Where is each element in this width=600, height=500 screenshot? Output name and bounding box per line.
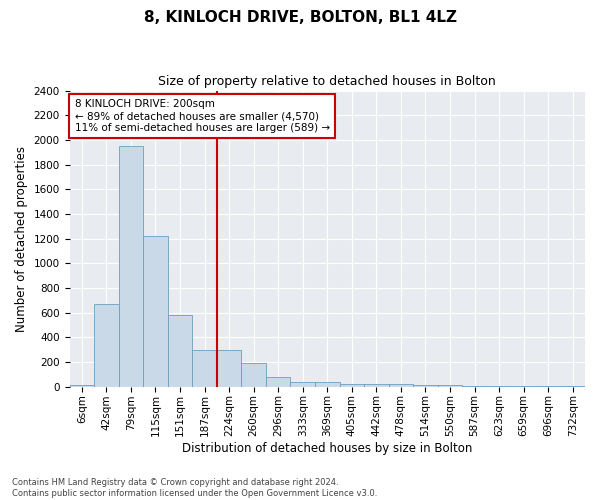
Text: 8, KINLOCH DRIVE, BOLTON, BL1 4LZ: 8, KINLOCH DRIVE, BOLTON, BL1 4LZ bbox=[143, 10, 457, 25]
Bar bbox=[217, 350, 241, 387]
Bar bbox=[315, 382, 340, 386]
Bar bbox=[438, 385, 462, 386]
Y-axis label: Number of detached properties: Number of detached properties bbox=[15, 146, 28, 332]
Bar bbox=[168, 315, 192, 386]
Title: Size of property relative to detached houses in Bolton: Size of property relative to detached ho… bbox=[158, 75, 496, 88]
Bar bbox=[364, 384, 389, 386]
Bar bbox=[143, 236, 168, 386]
Text: 8 KINLOCH DRIVE: 200sqm
← 89% of detached houses are smaller (4,570)
11% of semi: 8 KINLOCH DRIVE: 200sqm ← 89% of detache… bbox=[74, 100, 330, 132]
Bar bbox=[389, 384, 413, 386]
Text: Contains HM Land Registry data © Crown copyright and database right 2024.
Contai: Contains HM Land Registry data © Crown c… bbox=[12, 478, 377, 498]
Bar bbox=[192, 350, 217, 387]
Bar bbox=[266, 378, 290, 386]
Bar bbox=[290, 382, 315, 386]
Bar bbox=[241, 362, 266, 386]
Bar bbox=[94, 304, 119, 386]
X-axis label: Distribution of detached houses by size in Bolton: Distribution of detached houses by size … bbox=[182, 442, 472, 455]
Bar bbox=[340, 384, 364, 386]
Bar bbox=[119, 146, 143, 386]
Bar bbox=[413, 385, 438, 386]
